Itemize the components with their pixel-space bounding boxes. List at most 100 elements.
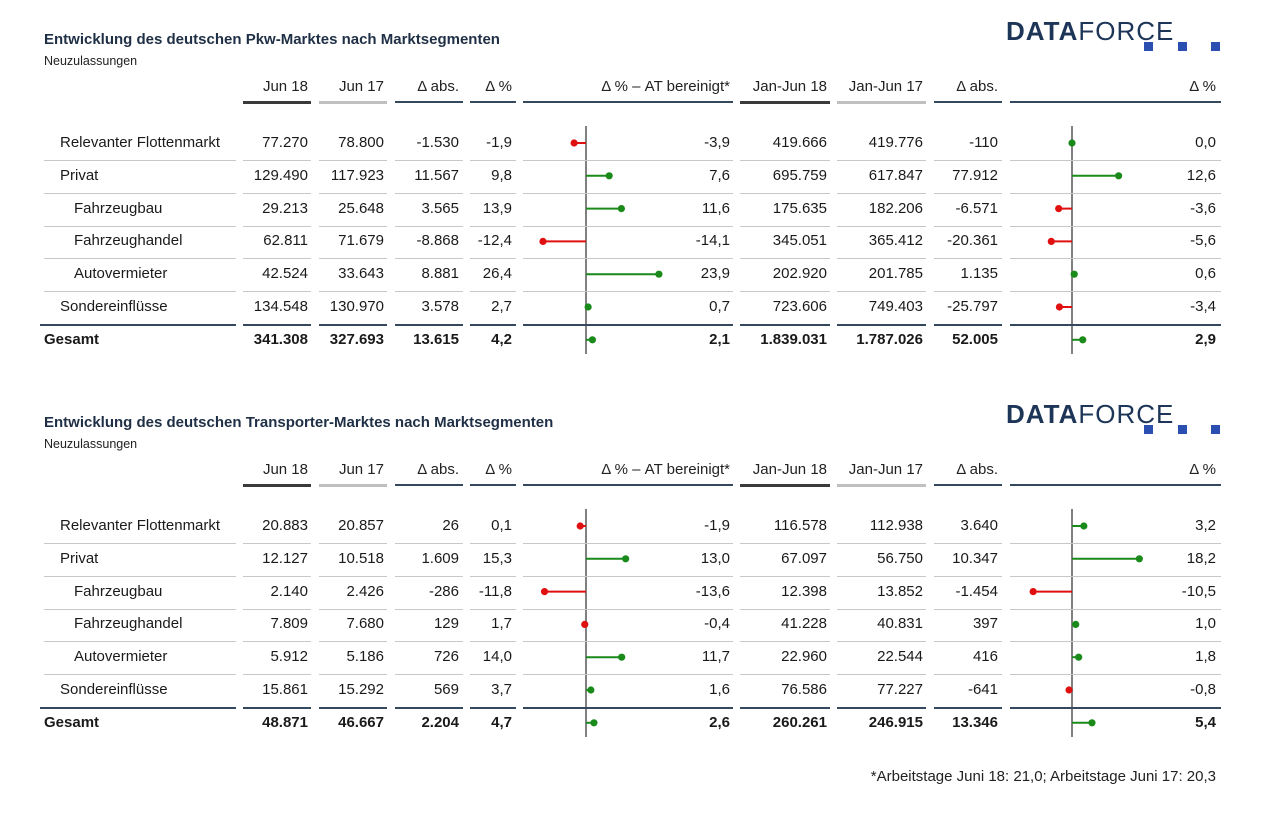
row-separator <box>44 674 236 676</box>
column-header-underline <box>934 484 1002 486</box>
cell-ytd17: 182.206 <box>868 199 923 217</box>
column-header-underline <box>523 101 733 103</box>
cell-jun17: 5.186 <box>346 648 384 666</box>
cell-ytd-dpct: -3,6 <box>1190 199 1216 217</box>
cell-dpct: -1,9 <box>486 134 512 151</box>
row-separator <box>837 258 926 260</box>
column-header-underline <box>319 484 387 487</box>
row-separator <box>44 608 236 610</box>
cell-jun17: 117.923 <box>330 166 384 184</box>
column-header-jun17: Jun 17 <box>338 461 384 478</box>
row-separator <box>934 225 1002 227</box>
row-separator <box>837 575 926 577</box>
row-separator <box>523 225 733 227</box>
row-separator <box>1010 160 1221 161</box>
cell-ytd18: 41.228 <box>781 615 827 633</box>
cell-dpct-at: -1,9 <box>704 517 730 534</box>
logo-square <box>1178 42 1187 51</box>
row-separator <box>523 575 733 577</box>
cell-dabs: 3.565 <box>421 199 459 217</box>
column-header-underline <box>837 484 926 487</box>
cell-ytd-dpct: 1,8 <box>1195 648 1216 666</box>
cell-dabs: 3.578 <box>421 298 459 315</box>
row-separator <box>1010 674 1221 676</box>
cell-ytd17: 56.750 <box>877 549 923 567</box>
column-header-dabs: Δ abs. <box>417 78 459 95</box>
cell-ytd17: 1.787.026 <box>856 330 923 348</box>
cell-ytd-dpct: 1,0 <box>1195 615 1216 633</box>
column-header-ytd17: Jan-Jun 17 <box>848 461 923 478</box>
footnote: *Arbeitstage Juni 18: 21,0; Arbeitstage … <box>870 768 1216 785</box>
row-separator <box>470 575 516 577</box>
cell-ytd-dpct: -3,4 <box>1190 298 1216 315</box>
row-separator <box>319 674 387 676</box>
lollipop-dot <box>1075 653 1083 661</box>
cell-jun18: 20.883 <box>262 517 308 534</box>
row-label: Privat <box>60 166 99 184</box>
cell-dpct: 26,4 <box>482 265 512 283</box>
row-separator <box>837 160 926 161</box>
row-separator <box>934 160 1002 161</box>
column-header-underline <box>470 484 516 486</box>
row-separator <box>319 324 387 326</box>
cell-ytd_dabs: -641 <box>967 681 998 698</box>
cell-dabs: -286 <box>428 582 459 600</box>
row-separator <box>470 608 516 610</box>
column-header-dpct-at: Δ % – AT bereinigt* <box>601 78 730 95</box>
row-label: Privat <box>60 549 99 567</box>
cell-dpct: 15,3 <box>482 549 512 567</box>
cell-ytd18: 695.759 <box>772 166 827 184</box>
row-separator <box>934 608 1002 610</box>
row-separator <box>934 543 1002 544</box>
cell-jun17: 20.857 <box>338 517 384 534</box>
row-label: Sondereinflüsse <box>60 298 168 315</box>
row-separator <box>395 641 463 643</box>
cell-jun18: 12.127 <box>262 549 308 567</box>
cell-dpct: 2,7 <box>491 298 512 315</box>
cell-jun18: 134.548 <box>253 298 308 315</box>
row-separator <box>44 543 236 544</box>
row-separator <box>40 324 236 326</box>
row-separator <box>1010 225 1221 227</box>
cell-jun18: 341.308 <box>253 330 308 348</box>
logo-square <box>1144 42 1153 51</box>
row-separator <box>243 707 311 709</box>
cell-dabs: 1.609 <box>421 549 459 567</box>
row-separator <box>319 160 387 161</box>
cell-ytd_dabs: -6.571 <box>955 199 998 217</box>
cell-ytd_dabs: 52.005 <box>952 330 998 348</box>
cell-ytd18: 202.920 <box>772 265 827 283</box>
cell-jun18: 62.811 <box>263 232 308 250</box>
row-separator <box>319 575 387 577</box>
column-header-underline <box>837 101 926 104</box>
cell-ytd17: 749.403 <box>868 298 923 315</box>
cell-dpct: 9,8 <box>491 166 512 184</box>
pkw-chart-title: Entwicklung des deutschen Pkw-Marktes na… <box>44 31 500 48</box>
cell-dpct-at: 11,6 <box>701 199 730 217</box>
lollipop-dot <box>1088 719 1096 727</box>
cell-ytd-dpct: -0,8 <box>1190 681 1216 698</box>
column-header-ytd17: Jan-Jun 17 <box>848 78 923 95</box>
cell-ytd18: 76.586 <box>781 681 827 698</box>
column-header-jun18: Jun 18 <box>262 78 308 95</box>
column-header-jun18: Jun 18 <box>262 461 308 478</box>
cell-jun17: 71.679 <box>338 232 384 250</box>
column-header-underline <box>740 101 830 104</box>
column-header-ytd-dpct: Δ % <box>1189 78 1216 95</box>
row-separator <box>1010 291 1221 293</box>
cell-ytd17: 77.227 <box>877 681 923 698</box>
row-separator <box>1010 641 1221 643</box>
row-separator <box>44 225 236 227</box>
row-separator <box>1010 707 1221 709</box>
row-separator <box>243 258 311 260</box>
row-separator <box>934 291 1002 293</box>
cell-ytd_dabs: -25.797 <box>947 298 998 315</box>
cell-jun17: 78.800 <box>338 134 384 151</box>
cell-jun18: 15.861 <box>262 681 308 698</box>
row-separator <box>470 225 516 227</box>
column-header-ytd_dabs: Δ abs. <box>956 78 998 95</box>
cell-dabs: 2.204 <box>421 713 459 731</box>
cell-ytd18: 419.666 <box>772 134 827 151</box>
cell-jun17: 130.970 <box>329 298 384 315</box>
column-header-dabs: Δ abs. <box>417 461 459 478</box>
